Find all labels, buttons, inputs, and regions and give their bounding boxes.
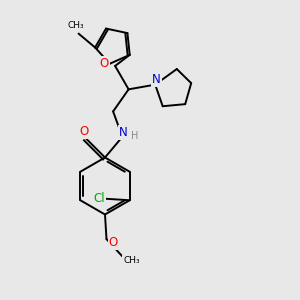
Text: O: O (100, 57, 109, 70)
Text: N: N (119, 126, 128, 139)
Text: H: H (131, 131, 139, 141)
Text: Cl: Cl (93, 192, 105, 205)
Text: O: O (80, 125, 89, 138)
Text: CH₃: CH₃ (68, 21, 85, 30)
Text: O: O (109, 236, 118, 249)
Text: CH₃: CH₃ (123, 256, 140, 265)
Text: N: N (152, 73, 161, 86)
